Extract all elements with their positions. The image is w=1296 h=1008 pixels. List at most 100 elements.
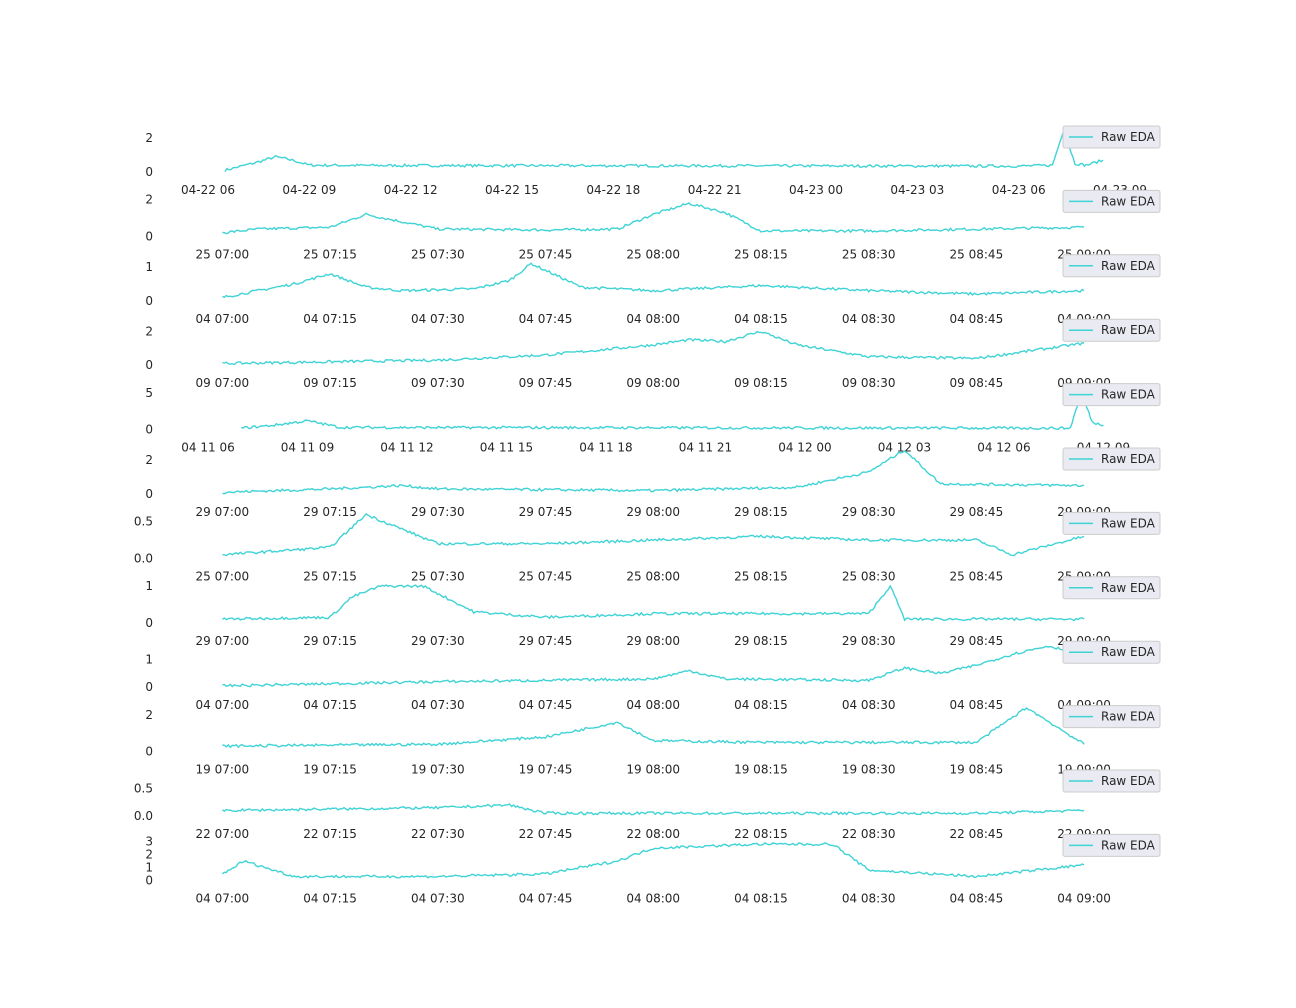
- y-tick-label: 1: [145, 653, 153, 667]
- x-tick-label: 22 07:15: [303, 827, 357, 841]
- legend-box: [1062, 318, 1161, 342]
- legend-box: [1062, 383, 1161, 407]
- y-tick-label: 0: [145, 294, 153, 308]
- y-tick-label: 1: [145, 579, 153, 593]
- legend-box: [1062, 833, 1161, 857]
- x-tick-label: 04-22 15: [485, 183, 539, 197]
- y-tick-label: 0: [145, 487, 153, 501]
- x-tick-label: 04 07:15: [303, 891, 357, 905]
- y-tick-label: 0: [145, 423, 153, 437]
- x-tick-label: 04 08:15: [734, 312, 788, 326]
- x-tick-label: 04 07:00: [196, 891, 250, 905]
- y-tick-label: 3: [145, 835, 153, 849]
- x-tick-label: 25 08:00: [626, 569, 680, 583]
- x-tick-label: 09 08:30: [842, 376, 896, 390]
- x-tick-label: 09 07:00: [196, 376, 250, 390]
- x-tick-label: 29 08:30: [842, 505, 896, 519]
- x-tick-label: 29 08:15: [734, 634, 788, 648]
- y-tick-label: 0.5: [134, 515, 153, 529]
- eda-series-line: [222, 707, 1085, 749]
- x-tick-label: 29 08:30: [842, 634, 896, 648]
- y-tick-label: 0.0: [134, 809, 153, 823]
- legend-label: Raw EDA: [1101, 259, 1156, 273]
- x-tick-label: 29 07:45: [519, 634, 573, 648]
- legend-box: [1062, 705, 1161, 729]
- x-tick-label: 29 08:45: [950, 634, 1004, 648]
- x-tick-label: 25 07:15: [303, 247, 357, 261]
- legend-box: [1062, 189, 1161, 213]
- legend: Raw EDA: [1062, 383, 1161, 407]
- x-tick-label: 04 08:30: [842, 698, 896, 712]
- x-tick-label: 04 08:00: [626, 891, 680, 905]
- eda-series-line: [221, 842, 1085, 879]
- x-tick-label: 09 07:45: [519, 376, 573, 390]
- x-tick-label: 25 08:15: [734, 247, 788, 261]
- x-tick-label: 04 11 15: [480, 441, 533, 455]
- y-tick-label: 0: [145, 680, 153, 694]
- x-tick-label: 04 07:45: [519, 312, 573, 326]
- legend-box: [1062, 254, 1161, 278]
- eda-series-line: [224, 128, 1104, 173]
- legend-label: Raw EDA: [1101, 645, 1156, 659]
- y-tick-label: 0: [145, 745, 153, 759]
- x-tick-label: 22 07:30: [411, 827, 465, 841]
- x-tick-label: 25 08:45: [950, 569, 1004, 583]
- subplot-1: 0 2 04-22 06 04-22 09 04-22 12 04-22 15 04-22 …: [145, 125, 1161, 197]
- x-tick-label: 04 07:30: [411, 312, 465, 326]
- x-tick-label: 04 11 12: [380, 441, 433, 455]
- legend: Raw EDA: [1062, 769, 1161, 793]
- subplot-9: 0 1 04 07:00 04 07:15 04 07:30 04 07:45 04 08:…: [145, 640, 1161, 712]
- x-tick-label: 09 08:15: [734, 376, 788, 390]
- x-tick-label: 19 08:00: [626, 763, 680, 777]
- x-tick-label: 22 08:15: [734, 827, 788, 841]
- y-tick-label: 2: [145, 453, 153, 467]
- x-tick-label: 09 08:45: [950, 376, 1004, 390]
- legend-label: Raw EDA: [1101, 388, 1156, 402]
- x-tick-label: 04 12 03: [878, 441, 931, 455]
- x-tick-label: 04 08:45: [950, 312, 1004, 326]
- eda-series-line: [222, 202, 1085, 235]
- y-tick-label: 0: [145, 165, 153, 179]
- subplot-7: 0.0 0.5 25 07:00 25 07:15 25 07:30 25 07:45 25…: [134, 511, 1161, 583]
- x-tick-label: 29 07:00: [196, 634, 250, 648]
- x-tick-label: 22 08:30: [842, 827, 896, 841]
- x-tick-label: 25 08:00: [626, 247, 680, 261]
- x-tick-label: 25 08:15: [734, 569, 788, 583]
- x-tick-label: 29 08:00: [626, 505, 680, 519]
- x-tick-label: 29 07:30: [411, 634, 465, 648]
- x-tick-label: 04 08:00: [626, 698, 680, 712]
- subplot-8: 0 1 29 07:00 29 07:15 29 07:30 29 07:45 29 08:…: [145, 576, 1161, 648]
- legend: Raw EDA: [1062, 318, 1161, 342]
- x-tick-label: 19 07:45: [519, 763, 573, 777]
- legend-label: Raw EDA: [1101, 194, 1156, 208]
- x-tick-label: 04 07:30: [411, 891, 465, 905]
- x-tick-label: 29 08:15: [734, 505, 788, 519]
- x-tick-label: 29 07:00: [196, 505, 250, 519]
- x-tick-label: 25 07:45: [519, 247, 573, 261]
- x-tick-label: 19 08:15: [734, 763, 788, 777]
- eda-series-line: [222, 450, 1085, 495]
- x-tick-label: 04 08:45: [950, 891, 1004, 905]
- x-tick-label: 22 07:00: [196, 827, 250, 841]
- x-tick-label: 25 07:45: [519, 569, 573, 583]
- subplot-2: 0 2 25 07:00 25 07:15 25 07:30 25 07:45 25 08:…: [145, 189, 1161, 261]
- x-tick-label: 25 08:30: [842, 569, 896, 583]
- x-tick-label: 04 12 00: [778, 441, 831, 455]
- x-tick-label: 29 08:00: [626, 634, 680, 648]
- legend-label: Raw EDA: [1101, 516, 1156, 530]
- x-tick-label: 04 07:00: [196, 312, 250, 326]
- x-tick-label: 25 07:30: [411, 569, 465, 583]
- x-tick-label: 04 09:00: [1057, 891, 1111, 905]
- y-tick-label: 5: [145, 386, 153, 400]
- x-tick-label: 19 07:15: [303, 763, 357, 777]
- legend-box: [1062, 125, 1161, 149]
- x-tick-label: 25 08:30: [842, 247, 896, 261]
- eda-series-line: [222, 645, 1085, 688]
- x-tick-label: 19 08:45: [950, 763, 1004, 777]
- y-tick-label: 1: [145, 260, 153, 274]
- legend-label: Raw EDA: [1101, 452, 1156, 466]
- y-tick-label: 2: [145, 324, 153, 338]
- legend: Raw EDA: [1062, 511, 1161, 535]
